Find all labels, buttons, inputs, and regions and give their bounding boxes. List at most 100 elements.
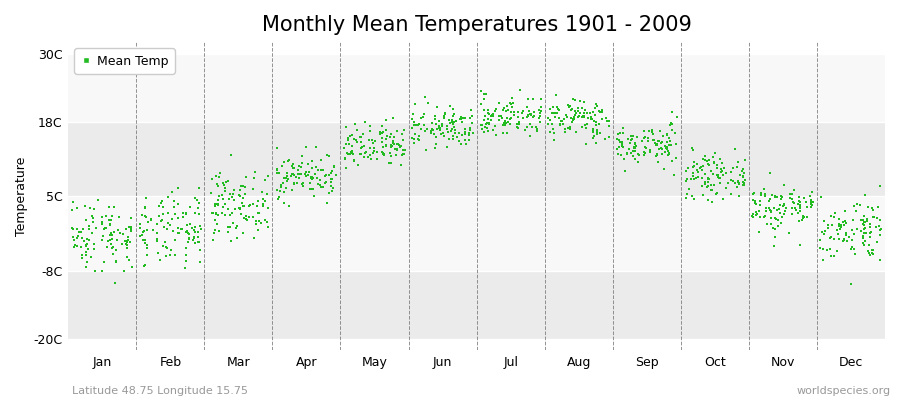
Point bbox=[584, 116, 598, 122]
Point bbox=[405, 116, 419, 122]
Point bbox=[581, 115, 596, 122]
Point bbox=[193, 222, 207, 229]
Point bbox=[172, 230, 186, 236]
Point bbox=[319, 179, 333, 185]
Point bbox=[785, 205, 799, 212]
Point bbox=[523, 120, 537, 127]
Point bbox=[80, 259, 94, 266]
Point bbox=[171, 230, 185, 236]
Point bbox=[847, 231, 861, 237]
Point bbox=[590, 126, 604, 133]
Point bbox=[642, 128, 656, 134]
Point bbox=[748, 200, 762, 206]
Point bbox=[302, 169, 316, 176]
Point bbox=[663, 142, 678, 148]
Point bbox=[769, 193, 783, 199]
Point bbox=[844, 244, 859, 250]
Point bbox=[700, 182, 715, 189]
Point bbox=[541, 121, 555, 128]
Point bbox=[783, 191, 797, 198]
Point bbox=[856, 213, 870, 219]
Point bbox=[226, 219, 240, 226]
Point bbox=[728, 145, 742, 152]
Point bbox=[662, 152, 676, 158]
Point bbox=[383, 160, 398, 166]
Point bbox=[453, 116, 467, 122]
Point bbox=[563, 107, 578, 114]
Point bbox=[179, 252, 194, 258]
Point bbox=[491, 117, 506, 124]
Point bbox=[392, 142, 406, 148]
Point bbox=[839, 230, 853, 236]
Point bbox=[212, 174, 227, 180]
Point bbox=[749, 209, 763, 215]
Point bbox=[215, 180, 230, 186]
Point bbox=[868, 224, 883, 230]
Point bbox=[106, 244, 121, 250]
Point bbox=[260, 218, 274, 225]
Point bbox=[827, 236, 842, 242]
Point bbox=[384, 142, 399, 148]
Point bbox=[586, 108, 600, 115]
Point bbox=[272, 194, 286, 200]
Point bbox=[857, 230, 871, 236]
Point bbox=[649, 153, 663, 160]
Point bbox=[624, 136, 638, 143]
Point bbox=[680, 190, 694, 197]
Point bbox=[766, 225, 780, 231]
Point bbox=[657, 166, 671, 172]
Point bbox=[546, 130, 561, 136]
Point bbox=[160, 220, 175, 226]
Point bbox=[701, 160, 716, 167]
Point bbox=[338, 124, 353, 130]
Point bbox=[598, 115, 613, 121]
Point bbox=[681, 186, 696, 192]
Point bbox=[204, 176, 219, 182]
Point bbox=[562, 103, 576, 109]
Point bbox=[323, 176, 338, 182]
Point bbox=[325, 167, 339, 174]
Point bbox=[638, 134, 652, 141]
Point bbox=[594, 107, 608, 113]
Point bbox=[760, 221, 775, 227]
Point bbox=[513, 86, 527, 93]
Point bbox=[715, 160, 729, 166]
Point bbox=[187, 240, 202, 247]
Point bbox=[586, 126, 600, 132]
Point bbox=[348, 121, 363, 127]
Point bbox=[346, 158, 361, 164]
Point bbox=[277, 189, 292, 195]
Point bbox=[188, 210, 202, 216]
Point bbox=[486, 111, 500, 117]
Point bbox=[293, 171, 308, 177]
Point bbox=[414, 126, 428, 132]
Point bbox=[645, 137, 660, 144]
Point bbox=[844, 237, 859, 244]
Point bbox=[146, 227, 160, 233]
Point bbox=[660, 144, 674, 151]
Point bbox=[384, 143, 399, 149]
Point bbox=[79, 241, 94, 248]
Point bbox=[510, 109, 525, 115]
Point bbox=[86, 215, 100, 221]
Point bbox=[236, 230, 250, 236]
Point bbox=[548, 114, 562, 120]
Point bbox=[441, 128, 455, 135]
Point bbox=[696, 192, 710, 198]
Point bbox=[529, 124, 544, 130]
Point bbox=[473, 122, 488, 128]
Point bbox=[410, 121, 425, 128]
Point bbox=[387, 134, 401, 140]
Point bbox=[737, 176, 751, 183]
Point bbox=[95, 219, 110, 225]
Point bbox=[699, 184, 714, 190]
Point bbox=[118, 238, 132, 244]
Point bbox=[303, 174, 318, 180]
Point bbox=[533, 110, 547, 116]
Point bbox=[238, 184, 252, 190]
Point bbox=[849, 208, 863, 214]
Point bbox=[737, 180, 751, 186]
Point bbox=[534, 96, 548, 102]
Point bbox=[247, 200, 261, 207]
Point bbox=[432, 124, 446, 131]
